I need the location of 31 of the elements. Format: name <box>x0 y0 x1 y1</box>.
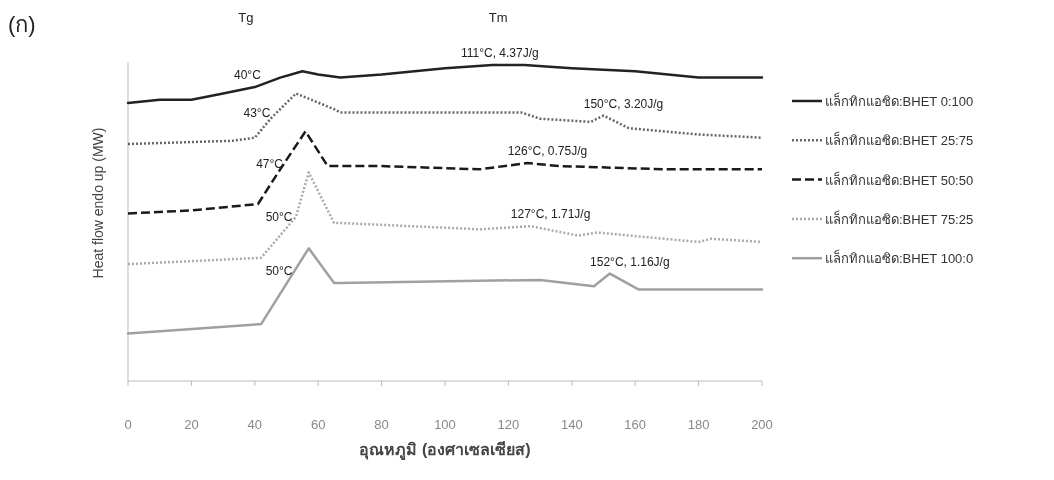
legend-label: แล็กทิกแอซิด:BHET 50:50 <box>825 170 974 188</box>
text: Tm <box>488 10 508 25</box>
x-tick-label: 20 <box>184 417 199 432</box>
text: Tg <box>238 10 254 25</box>
x-tick-label: 100 <box>434 417 456 432</box>
annotation: 50°C <box>265 264 293 279</box>
annotation: 127°C, 1.71J/g <box>510 207 591 222</box>
annotation: 150°C, 3.20J/g <box>583 96 664 111</box>
annotation: 152°C, 1.16J/g <box>590 254 670 269</box>
legend-label: แล็กทิกแอซิด:BHET 75:25 <box>825 209 974 227</box>
x-tick-label: 140 <box>560 417 583 432</box>
legend-label: แล็กทิกแอซิด:BHET 25:75 <box>825 131 974 149</box>
x-tick-label: 80 <box>374 417 389 432</box>
annotation: 40°C <box>233 68 262 83</box>
annotation: 126°C, 0.75J/g <box>507 143 588 158</box>
x-tick-label: 60 <box>310 417 326 432</box>
annotation: 50°C <box>265 210 293 225</box>
x-tick-label: 120 <box>497 417 520 432</box>
chart-title: (ก) <box>8 12 36 37</box>
x-tick-label: 160 <box>624 417 647 432</box>
annotation: 111°C, 4.37J/g <box>460 46 539 60</box>
x-tick-label: 40 <box>247 417 263 432</box>
annotation: 43°C <box>243 106 271 121</box>
legend-label: แล็กทิกแอซิด:BHET 0:100 <box>825 92 974 109</box>
x-tick-label: 200 <box>751 417 773 432</box>
x-tick-label: 180 <box>687 417 710 432</box>
x-axis-title: อุณหภูมิ (องศาเซลเซียส) <box>359 440 531 461</box>
x-tick-label: 0 <box>124 417 132 432</box>
legend-label: แล็กทิกแอซิด:BHET 100:0 <box>825 249 974 267</box>
annotation: 47°C <box>256 156 284 171</box>
y-axis-title: Heat flow endo up (MW) <box>90 127 106 279</box>
